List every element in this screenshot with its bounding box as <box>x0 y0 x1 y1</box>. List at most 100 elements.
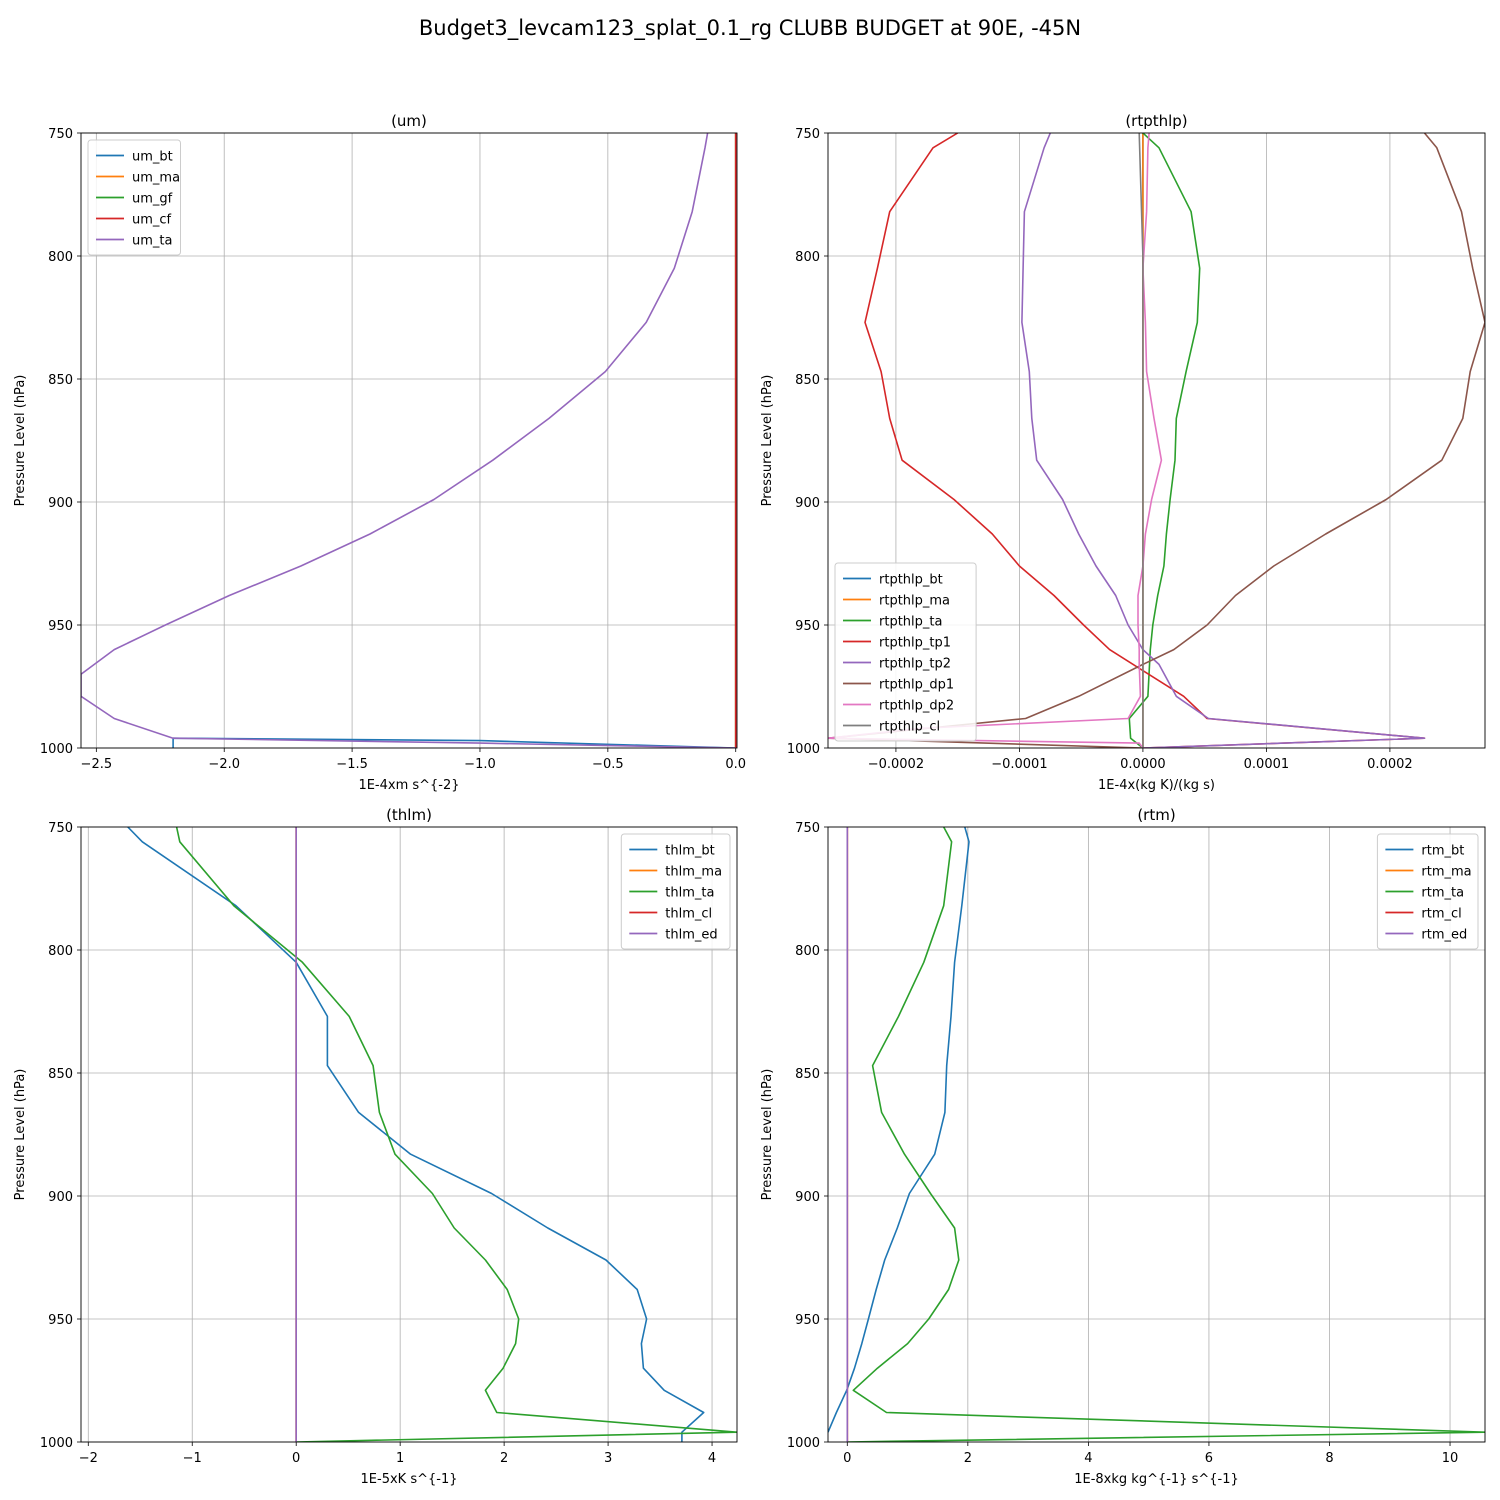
axes-frame <box>827 132 1486 749</box>
legend-label: um_gf <box>132 192 173 207</box>
y-tick-label: 1000 <box>787 742 820 757</box>
legend-label: um_ta <box>132 234 172 249</box>
x-tick-label: −0.0001 <box>991 757 1047 772</box>
legend-label: rtpthlp_dp2 <box>879 699 954 714</box>
legend-label: rtpthlp_ta <box>879 615 942 630</box>
x-axis-label: 1E-4x(kg K)/(kg s) <box>1098 778 1215 793</box>
figure-title: Budget3_levcam123_splat_0.1_rg CLUBB BUD… <box>418 16 1082 40</box>
x-tick-label: 3 <box>604 1451 612 1466</box>
x-tick-label: 4 <box>1084 1451 1092 1466</box>
y-tick-label: 950 <box>795 1313 820 1328</box>
legend-label: um_cf <box>132 213 172 228</box>
y-tick-label: 900 <box>48 1190 73 1205</box>
y-tick-label: 800 <box>48 250 73 265</box>
series-line-rtpthlp_tp1 <box>864 133 1426 748</box>
legend-label: rtm_bt <box>1421 844 1464 859</box>
panel-title: (rtm) <box>1137 806 1175 824</box>
panel-title: (rtpthlp) <box>1125 112 1187 130</box>
panel-rtpthlp: −0.0002 −0.0001 0.0000 0.0001 0.0002 750 800 85… <box>760 112 1486 793</box>
legend-label: rtpthlp_bt <box>879 573 943 588</box>
series-line-rtpthlp_tp2 <box>1021 133 1426 748</box>
legend: rtm_bt rtm_ma rtm_ta rtm_cl rtm_ed <box>1376 833 1479 950</box>
y-tick-label: 850 <box>48 1067 73 1082</box>
x-tick-label: −2.5 <box>81 757 113 772</box>
y-tick-label: 750 <box>795 127 820 142</box>
x-tick-label: 0 <box>843 1451 851 1466</box>
x-tick-label: 6 <box>1205 1451 1213 1466</box>
legend-box <box>87 139 181 256</box>
legend-box <box>834 562 977 742</box>
x-tick-label: 4 <box>708 1451 716 1466</box>
series-line-rtpthlp_ta <box>1128 133 1201 748</box>
x-tick-label: 10 <box>1442 1451 1459 1466</box>
series-group <box>828 827 1485 1442</box>
y-tick-label: 850 <box>795 1067 820 1082</box>
y-tick-label: 900 <box>795 496 820 511</box>
legend-label: rtpthlp_tp1 <box>879 636 951 651</box>
series-line-rtm_bt <box>828 827 970 1433</box>
y-tick-label: 1000 <box>787 1436 820 1451</box>
x-tick-label: 1 <box>396 1451 404 1466</box>
y-tick-label: 850 <box>48 373 73 388</box>
series-line-rtm_ta <box>847 827 1485 1442</box>
legend-label: rtpthlp_dp1 <box>879 678 954 693</box>
y-tick-label: 750 <box>795 821 820 836</box>
axes-frame <box>827 826 1486 1443</box>
x-tick-label: 0 <box>292 1451 300 1466</box>
y-axis-label: Pressure Level (hPa) <box>760 1069 775 1201</box>
series-line-thlm_bt <box>127 827 705 1442</box>
legend-box <box>620 833 731 950</box>
legend-label: rtm_ma <box>1421 865 1471 880</box>
y-tick-label: 750 <box>48 821 73 836</box>
series-line-thlm_ta <box>175 827 737 1442</box>
legend: um_bt um_ma um_gf um_cf um_ta <box>87 139 181 256</box>
legend-label: thlm_bt <box>665 844 714 859</box>
legend-label: thlm_ed <box>665 928 717 943</box>
legend-label: rtm_ed <box>1421 928 1467 943</box>
y-tick-label: 1000 <box>40 742 73 757</box>
y-axis-label: Pressure Level (hPa) <box>13 1069 28 1201</box>
series-line-rtpthlp_dp1 <box>828 133 1485 748</box>
x-tick-label: −2 <box>79 1451 98 1466</box>
panel-thlm: −2 −1 0 1 2 3 4 750 800 850 900 950 1000 (thlm) 1E-5xK… <box>13 806 738 1487</box>
y-tick-label: 750 <box>48 127 73 142</box>
legend-label: rtm_cl <box>1421 907 1461 922</box>
x-tick-label: −2.0 <box>208 757 240 772</box>
x-axis-label: 1E-4xm s^{-2} <box>358 778 459 793</box>
x-tick-label: −1 <box>183 1451 202 1466</box>
y-tick-label: 900 <box>48 496 73 511</box>
legend-label: um_bt <box>132 150 173 165</box>
series-group <box>127 827 737 1442</box>
axes-frame <box>80 132 738 749</box>
y-tick-label: 950 <box>48 1313 73 1328</box>
x-tick-label: 2 <box>964 1451 972 1466</box>
y-tick-label: 800 <box>795 944 820 959</box>
y-tick-label: 850 <box>795 373 820 388</box>
legend: thlm_bt thlm_ma thlm_ta thlm_cl thlm_ed <box>620 833 731 950</box>
panel-title: (um) <box>391 112 427 130</box>
x-tick-label: 2 <box>500 1451 508 1466</box>
y-tick-label: 1000 <box>40 1436 73 1451</box>
legend-label: um_ma <box>132 171 180 186</box>
legend-box <box>1376 833 1479 950</box>
legend-label: thlm_ta <box>665 886 714 901</box>
legend-label: rtm_ta <box>1421 886 1464 901</box>
x-axis-label: 1E-5xK s^{-1} <box>361 1472 458 1487</box>
x-tick-label: −0.0002 <box>868 757 924 772</box>
x-axis-label: 1E-8xkg kg^{-1} s^{-1} <box>1074 1472 1239 1487</box>
x-tick-label: −1.0 <box>464 757 496 772</box>
legend-label: thlm_cl <box>665 907 712 922</box>
x-tick-label: 0.0001 <box>1244 757 1290 772</box>
series-group <box>828 133 1485 748</box>
x-tick-label: −0.5 <box>592 757 624 772</box>
y-tick-label: 950 <box>48 619 73 634</box>
x-tick-label: 0.0000 <box>1120 757 1166 772</box>
y-tick-label: 800 <box>48 944 73 959</box>
series-line-rtpthlp_cl <box>1138 133 1144 748</box>
legend-label: rtpthlp_tp2 <box>879 657 951 672</box>
series-line-um_bt <box>172 737 736 748</box>
legend: rtpthlp_bt rtpthlp_ma rtpthlp_ta rtpthlp_tp… <box>834 562 977 742</box>
series-line-um_ta <box>81 133 736 748</box>
legend-label: thlm_ma <box>665 865 722 880</box>
